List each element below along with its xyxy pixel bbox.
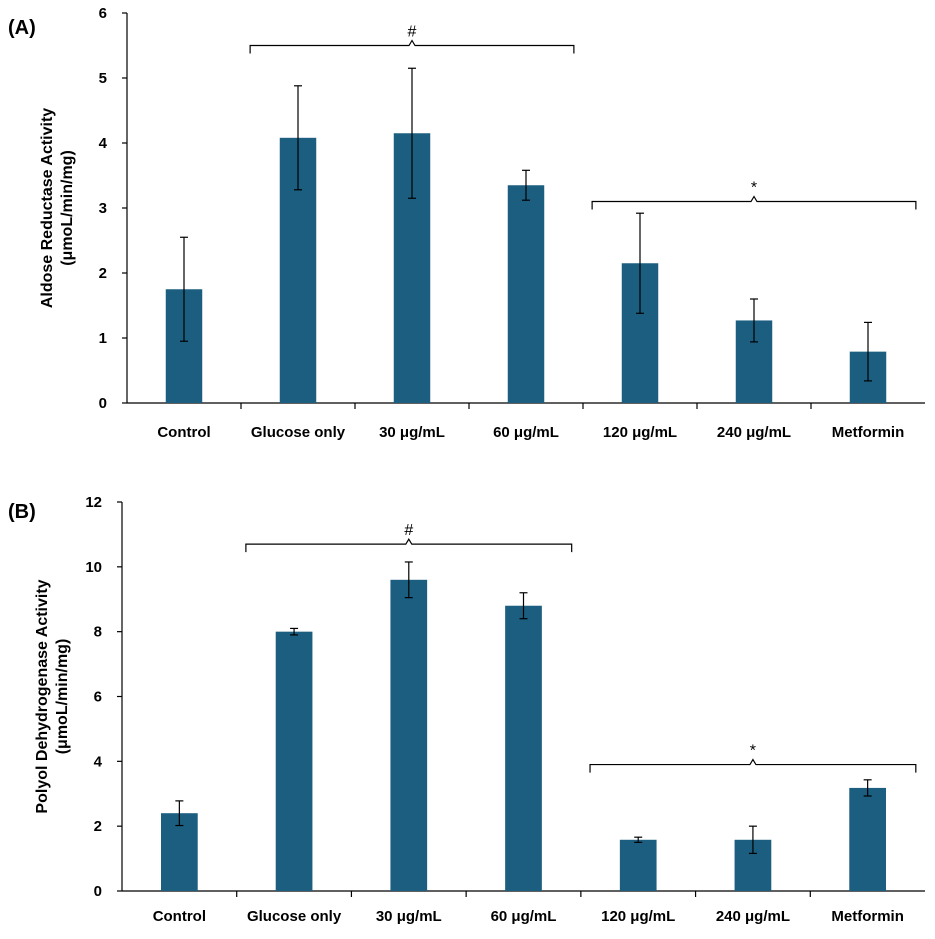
y-tick-label-b: 2 xyxy=(94,818,102,835)
y-tick-label-b: 6 xyxy=(94,689,102,706)
bar-b-4 xyxy=(619,839,657,891)
y-axis-title-b: Polyol Dehydrogenase Activity xyxy=(34,579,51,813)
significance-bracket-b-0 xyxy=(245,537,573,553)
chart-panel-b: (B) Polyol Dehydrogenase Activity (μmoL/mi… xyxy=(0,495,935,939)
bar-b-6 xyxy=(849,787,886,891)
category-label-b-5: 240 μg/mL xyxy=(716,908,790,925)
y-tick-label-a: 3 xyxy=(99,200,107,217)
category-label-b-0: Control xyxy=(153,908,206,925)
significance-symbol-b-1: * xyxy=(750,743,756,760)
significance-bracket-b-1 xyxy=(589,758,917,773)
y-axis-unit-a: (μmoL/min/mg) xyxy=(59,150,76,266)
category-label-b-2: 30 μg/mL xyxy=(376,908,442,925)
bar-b-2 xyxy=(390,579,428,891)
y-tick-label-a: 1 xyxy=(99,330,107,347)
category-label-a-6: Metformin xyxy=(832,424,905,441)
y-tick-label-a: 4 xyxy=(99,135,108,152)
y-tick-label-b: 8 xyxy=(94,624,102,641)
category-label-b-6: Metformin xyxy=(831,908,904,925)
bar-b-3 xyxy=(505,605,542,891)
significance-bracket-a-0 xyxy=(249,39,575,54)
chart-b-svg: (B) Polyol Dehydrogenase Activity (μmoL/mi… xyxy=(8,495,925,925)
y-tick-label-a: 5 xyxy=(99,70,107,87)
chart-panel-a: (A) Aldose Reductase Activity (μmoL/min/mg… xyxy=(0,0,935,455)
significance-symbol-a-0: # xyxy=(408,24,417,41)
significance-symbol-b-0: # xyxy=(404,522,413,539)
y-axis-unit-b: (μmoL/min/mg) xyxy=(54,639,71,755)
y-tick-label-a: 2 xyxy=(99,265,107,282)
category-label-b-1: Glucose only xyxy=(247,908,342,925)
category-label-a-1: Glucose only xyxy=(251,424,346,441)
y-tick-label-b: 10 xyxy=(85,559,102,576)
y-tick-label-a: 0 xyxy=(99,395,107,412)
significance-bracket-a-1 xyxy=(591,195,917,210)
panel-label-b: (B) xyxy=(8,501,36,523)
bar-b-1 xyxy=(275,631,313,891)
y-axis-title-a: Aldose Reductase Activity xyxy=(39,108,56,308)
y-tick-label-b: 12 xyxy=(85,495,102,511)
y-tick-label-a: 6 xyxy=(99,5,107,22)
category-label-a-2: 30 μg/mL xyxy=(379,424,445,441)
bar-b-0 xyxy=(161,813,198,891)
category-label-a-3: 60 μg/mL xyxy=(493,424,559,441)
y-tick-label-b: 4 xyxy=(94,753,103,770)
chart-a-svg: (A) Aldose Reductase Activity (μmoL/min/mg… xyxy=(8,5,925,441)
panel-label-a: (A) xyxy=(8,17,36,39)
category-label-a-5: 240 μg/mL xyxy=(717,424,791,441)
category-label-a-0: Control xyxy=(157,424,210,441)
y-tick-label-b: 0 xyxy=(94,883,102,900)
category-label-b-3: 60 μg/mL xyxy=(491,908,557,925)
category-label-a-4: 120 μg/mL xyxy=(603,424,677,441)
significance-symbol-a-1: * xyxy=(751,180,757,197)
category-label-b-4: 120 μg/mL xyxy=(601,908,675,925)
bar-a-3 xyxy=(507,185,545,403)
